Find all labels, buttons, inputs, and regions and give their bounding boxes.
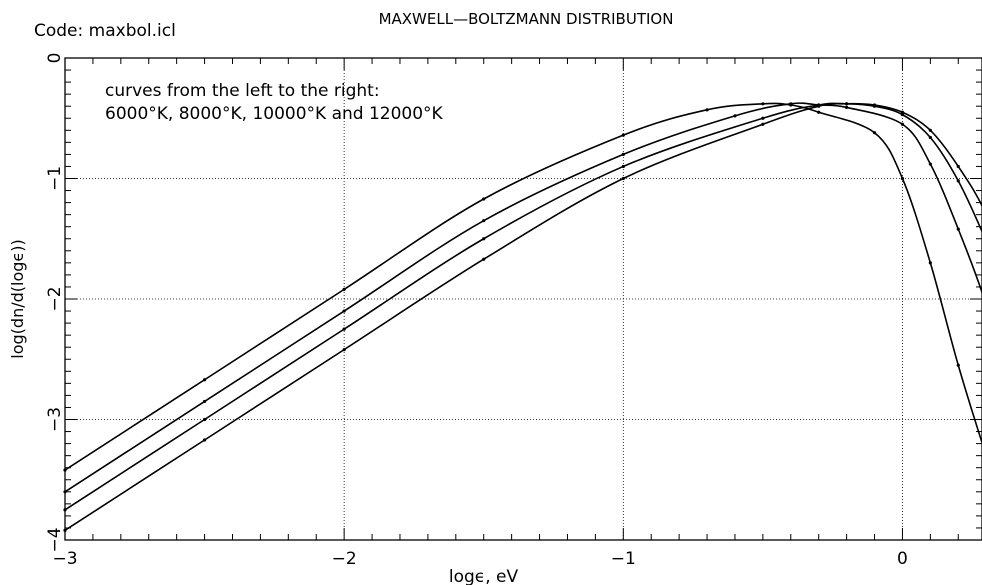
series-point-6000K (900, 176, 905, 181)
series-point-12000K (900, 110, 905, 114)
series-point-6000K (705, 108, 709, 112)
series-point-10000K (956, 179, 960, 183)
series-line-8000K (65, 102, 982, 493)
series-point-12000K (482, 257, 486, 261)
series-point-12000K (872, 103, 877, 107)
series-point-10000K (761, 116, 765, 120)
x-tick-label: 0 (897, 549, 908, 569)
series-point-6000K (342, 287, 346, 291)
series-point-6000K (956, 363, 960, 367)
series-point-12000K (621, 176, 625, 181)
x-tick-label: −2 (332, 549, 357, 569)
series-point-6000K (817, 110, 821, 114)
annotation-line: curves from the left to the right: (105, 81, 380, 101)
series-point-8000K (956, 227, 960, 231)
series-point-6000K (63, 468, 67, 472)
series-point-10000K (342, 327, 346, 331)
series-point-6000K (872, 131, 877, 135)
series-point-6000K (202, 378, 207, 382)
series-point-12000K (202, 438, 207, 442)
y-axis-label: log(dn/d(logϵ)) (8, 239, 27, 358)
plot-frame (64, 57, 982, 541)
series-point-12000K (956, 164, 960, 169)
series-line-12000K (65, 102, 982, 532)
series-point-12000K (817, 104, 821, 108)
series-point-12000K (63, 528, 67, 532)
series-point-6000K (621, 133, 625, 137)
series-point-6000K (482, 197, 486, 201)
y-tick-label: −3 (45, 407, 65, 432)
y-tick-label: −4 (45, 527, 65, 552)
series-point-12000K (845, 102, 849, 106)
series-point-8000K (202, 399, 207, 404)
y-tick-label: 0 (45, 53, 65, 64)
series-point-8000K (733, 114, 737, 118)
series-point-12000K (342, 348, 346, 352)
series-line-6000K (65, 102, 982, 471)
series-point-10000K (63, 508, 67, 512)
series-point-12000K (928, 128, 932, 132)
series-point-8000K (63, 490, 67, 494)
series-point-8000K (621, 152, 625, 156)
series-point-8000K (342, 309, 346, 313)
x-tick-label: −3 (52, 549, 77, 569)
series-point-10000K (621, 164, 625, 169)
series-point-8000K (928, 162, 932, 166)
series-point-12000K (761, 122, 765, 126)
series-point-10000K (482, 237, 486, 241)
series-point-8000K (789, 102, 793, 106)
y-tick-label: −2 (45, 286, 65, 311)
x-axis-label: logϵ, eV (449, 567, 519, 585)
annotation-line: 6000°K, 8000°K, 10000°K and 12000°K (105, 104, 444, 124)
series-point-10000K (928, 135, 932, 140)
x-tick-label: −1 (611, 549, 636, 569)
series-line-10000K (65, 102, 982, 511)
series-point-8000K (482, 219, 486, 223)
series-point-8000K (845, 105, 849, 110)
code-label: Code: maxbol.icl (34, 21, 176, 41)
series-point-6000K (928, 261, 932, 265)
series-point-8000K (900, 122, 905, 126)
y-tick-label: −1 (45, 166, 65, 191)
series-point-10000K (202, 417, 207, 422)
chart-title: MAXWELL—BOLTZMANN DISTRIBUTION (379, 10, 674, 28)
series-point-6000K (761, 102, 765, 106)
series-point-10000K (900, 113, 905, 117)
